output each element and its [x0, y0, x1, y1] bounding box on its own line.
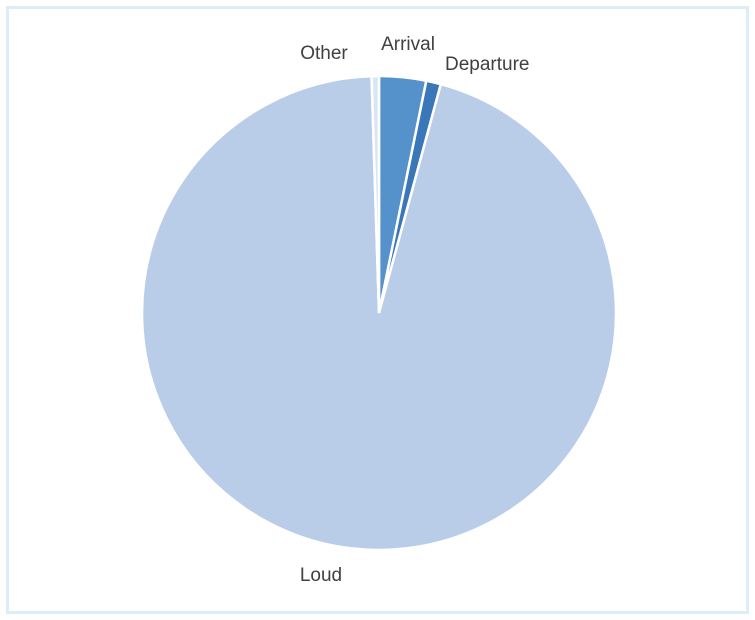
pie-label-departure: Departure [445, 54, 530, 75]
pie-label-loud: Loud [300, 565, 342, 586]
pie-slice-loud [140, 74, 618, 552]
pie-labels: Arrival Departure Loud Other [300, 34, 530, 586]
pie-label-other: Other [300, 43, 348, 64]
pie-slice-other [370, 74, 381, 314]
pie-label-arrival: Arrival [381, 34, 435, 55]
pie-slices [140, 74, 618, 552]
